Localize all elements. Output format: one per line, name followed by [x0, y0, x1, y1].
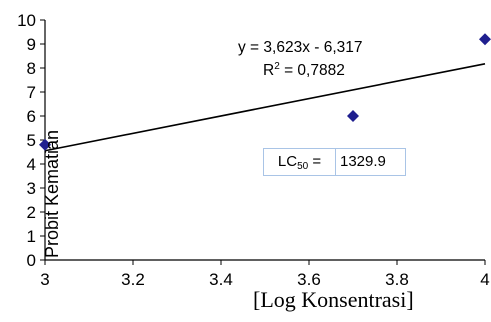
data-point-2	[347, 110, 359, 122]
y-tick-label: 1	[27, 227, 36, 246]
x-tick-label: 3.6	[297, 270, 321, 289]
lc50-label-cell: LC50 =	[264, 149, 336, 175]
y-axis-label: Probit Kematian	[42, 130, 62, 258]
x-tick-label: 3.2	[121, 270, 145, 289]
y-tick-label: 10	[17, 11, 36, 30]
y-tick-label: 2	[27, 203, 36, 222]
x-axis-label: [Log Konsentrasi]	[253, 287, 414, 312]
y-tick-label: 9	[27, 35, 36, 54]
y-tick-label: 8	[27, 59, 36, 78]
lc50-value-cell: 1329.9	[340, 153, 386, 170]
y-tick-label: 4	[27, 155, 36, 174]
r-squared-label: R2 = 0,7882	[263, 61, 345, 79]
data-point-1	[39, 138, 51, 151]
x-tick-label: 3	[40, 270, 49, 289]
trendline-equation: y = 3,623x - 6,317	[238, 39, 363, 56]
y-tick-label: 0	[27, 251, 36, 270]
y-tick-label: 3	[27, 179, 36, 198]
trendline	[44, 63, 486, 152]
y-tick-label: 7	[27, 83, 36, 102]
x-tick-label: 3.4	[209, 270, 233, 289]
x-tick-label: 4	[480, 270, 489, 289]
x-tick-label: 3.8	[385, 270, 409, 289]
data-point-3	[479, 33, 491, 46]
y-tick-label: 5	[27, 131, 36, 150]
y-tick-label: 6	[27, 107, 36, 126]
lc50-table: LC50 = 1329.9	[263, 148, 406, 176]
